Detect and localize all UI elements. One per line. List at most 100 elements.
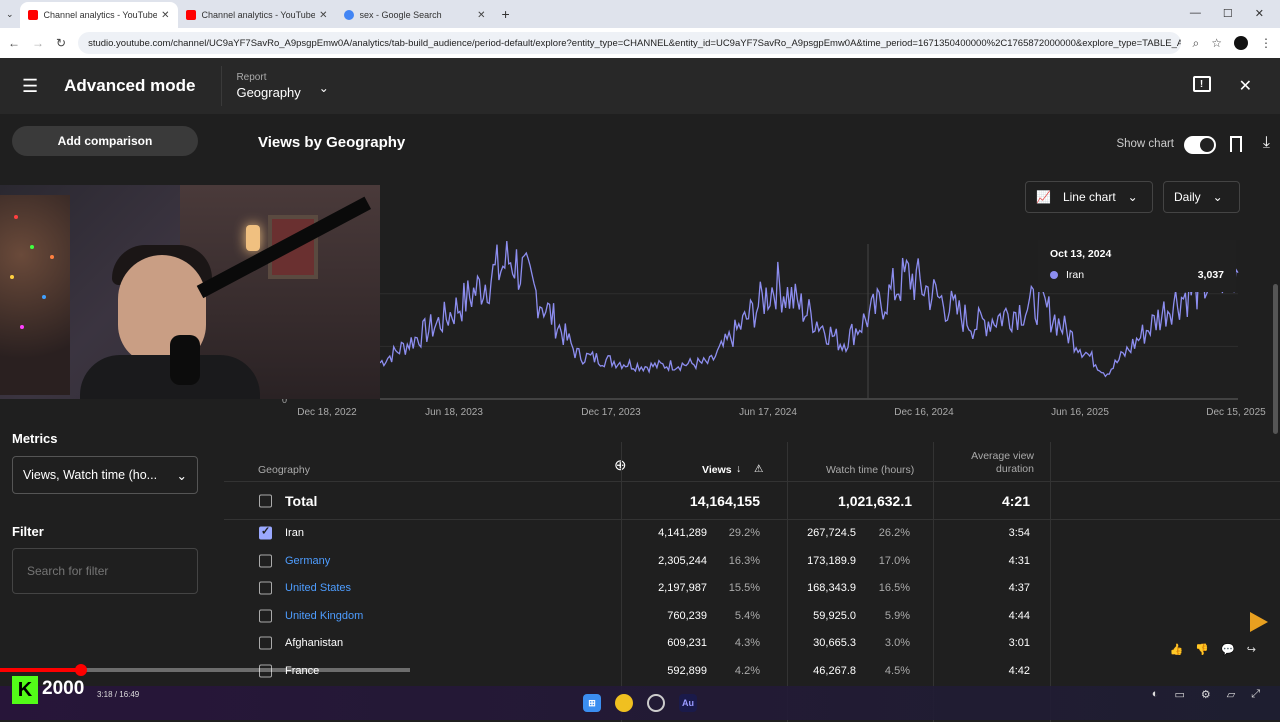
show-chart-toggle[interactable]: [1184, 136, 1216, 154]
tab-title: Channel analytics - YouTube Studio: [201, 10, 316, 20]
chevron-down-icon[interactable]: ⌄: [318, 81, 329, 95]
close-icon[interactable]: ✕: [1238, 78, 1252, 95]
download-icon[interactable]: ⤓: [1262, 134, 1270, 151]
row-views: 4,141,289: [658, 527, 707, 540]
chart-type-dropdown[interactable]: 📈 Line chart ⌄: [1025, 181, 1153, 213]
reload-icon[interactable]: ↻: [56, 36, 67, 50]
table-row: Germany 2,305,244 16.3% 173,189.9 17.0% …: [224, 548, 1280, 576]
settings-icon[interactable]: ⚙: [1200, 689, 1211, 701]
table-row: United Kingdom 760,239 5.4% 59,925.0 5.9…: [224, 603, 1280, 631]
comment-icon[interactable]: 💬: [1221, 644, 1235, 656]
chrome-icon[interactable]: [615, 694, 633, 712]
row-geography[interactable]: United States: [285, 582, 352, 595]
youtube-favicon-icon: [27, 10, 38, 20]
autoplay-toggle-icon[interactable]: ◐: [1151, 688, 1159, 700]
captions-icon[interactable]: ▭: [1174, 689, 1185, 701]
scrollbar[interactable]: [1273, 284, 1278, 434]
warning-icon[interactable]: ⚠: [754, 463, 764, 475]
windows-start-icon[interactable]: ⊞: [583, 694, 601, 712]
series-dot: [1050, 271, 1058, 279]
kick-logo: K: [12, 676, 38, 704]
bookmark-icon[interactable]: [1230, 136, 1242, 152]
sort-down-icon[interactable]: ↓: [736, 463, 742, 475]
like-icon[interactable]: 👍: [1169, 644, 1184, 656]
tooltip-value: 3,037: [1197, 269, 1224, 281]
profile-avatar[interactable]: [1234, 36, 1248, 50]
wall-lamp: [246, 225, 260, 251]
minimize-icon[interactable]: —: [1189, 7, 1201, 19]
close-tab-icon[interactable]: ✕: [319, 9, 328, 21]
x-tick-label: Jun 17, 2024: [739, 407, 797, 418]
url-field[interactable]: studio.youtube.com/channel/UC9aYF7SavRo_…: [78, 32, 1181, 54]
tab-search-icon[interactable]: ⌄: [6, 9, 14, 19]
bookmark-star-icon[interactable]: ☆: [1211, 36, 1222, 50]
table-header: Geography ⊕ Views ↓ ⚠ Watch time (hours)…: [224, 442, 1280, 482]
tree-light: [20, 325, 24, 329]
table-row: Iran 4,141,289 29.2% 267,724.5 26.2% 3:5…: [224, 520, 1280, 548]
row-watch-pct: 16.5%: [878, 582, 910, 595]
row-watch-pct: 17.0%: [878, 554, 910, 567]
row-views: 2,197,987: [658, 582, 707, 595]
feedback-icon[interactable]: !: [1192, 76, 1211, 92]
row-avg: 3:54: [1008, 527, 1030, 540]
metrics-select[interactable]: Views, Watch time (ho... ⌄: [12, 456, 198, 494]
row-checkbox[interactable]: [259, 554, 272, 568]
webcam-overlay: [0, 185, 380, 399]
series-line-iran[interactable]: [379, 241, 1239, 378]
report-selector[interactable]: Report Geography: [221, 66, 301, 106]
close-tab-icon[interactable]: ✕: [477, 9, 486, 21]
player-controls: ◐ ▭ ⚙ ▱ ⤢: [1152, 688, 1260, 701]
col-avg-duration[interactable]: Average view duration: [971, 450, 1034, 475]
total-watch: 1,021,632.1: [838, 492, 912, 509]
y-zero-label: 0: [282, 395, 287, 405]
fullscreen-icon[interactable]: ⤢: [1251, 688, 1260, 700]
row-views: 592,899: [667, 664, 707, 677]
audition-icon[interactable]: Au: [679, 694, 697, 712]
obs-icon[interactable]: [647, 694, 665, 712]
browser-menu-icon[interactable]: ⋮: [1260, 36, 1272, 50]
col-watch-time[interactable]: Watch time (hours): [826, 464, 915, 476]
main-content: Views by Geography Show chart ⤓ 📈 Line c…: [220, 114, 1280, 722]
row-checkbox[interactable]: [259, 525, 272, 540]
row-checkbox[interactable]: [259, 609, 272, 623]
row-checkbox[interactable]: [259, 664, 272, 678]
zoom-icon[interactable]: ⌕: [1192, 35, 1200, 50]
table-row: France 592,899 4.2% 46,267.8 4.5% 4:42: [224, 658, 1280, 686]
row-geography[interactable]: United Kingdom: [285, 609, 364, 622]
video-progress-bar[interactable]: [0, 664, 410, 676]
filter-search-input[interactable]: [12, 548, 198, 594]
hamburger-menu-icon[interactable]: ☰: [22, 75, 39, 96]
row-avg: 4:42: [1008, 664, 1030, 677]
add-comparison-button[interactable]: Add comparison: [12, 126, 198, 156]
url-text: studio.youtube.com/channel/UC9aYF7SavRo_…: [88, 37, 1181, 49]
close-tab-icon[interactable]: ✕: [161, 9, 170, 21]
maximize-icon[interactable]: ☐: [1222, 8, 1233, 20]
video-scrubber[interactable]: [74, 664, 87, 676]
row-watch-pct: 26.2%: [878, 527, 910, 540]
share-icon[interactable]: ↪: [1246, 644, 1256, 656]
browser-tab-2[interactable]: sex - Google Search ✕: [336, 2, 494, 28]
browser-tab-0[interactable]: Channel analytics - YouTube Studio ✕: [19, 2, 178, 28]
new-tab-icon[interactable]: +: [501, 6, 510, 22]
tab-title: sex - Google Search: [359, 10, 442, 20]
row-geography: Afghanistan: [285, 637, 344, 650]
add-column-icon[interactable]: ⊕: [614, 456, 627, 474]
row-checkbox[interactable]: [259, 581, 272, 595]
address-bar-row: ← → ↻ studio.youtube.com/channel/UC9aYF7…: [0, 28, 1280, 58]
row-checkbox[interactable]: [259, 636, 272, 650]
back-icon[interactable]: ←: [8, 36, 20, 50]
line-chart[interactable]: 0 Dec 18, 2022 Jun 18, 2023 Dec 17, 2023 Jun…: [220, 234, 1280, 424]
row-geography[interactable]: Germany: [285, 554, 331, 567]
row-watch: 168,343.9: [807, 582, 856, 595]
tooltip-date: Oct 13, 2024: [1050, 248, 1112, 260]
col-geography[interactable]: Geography: [258, 464, 310, 476]
browser-tab-1[interactable]: Channel analytics - YouTube Studio ✕: [178, 2, 336, 28]
granularity-dropdown[interactable]: Daily ⌄: [1163, 181, 1240, 213]
col-views[interactable]: Views: [702, 464, 732, 476]
forward-icon[interactable]: →: [32, 36, 44, 50]
cast-icon[interactable]: ▱: [1226, 689, 1236, 701]
dislike-icon[interactable]: 👎: [1195, 644, 1210, 656]
christmas-tree: [0, 195, 70, 395]
close-window-icon[interactable]: ✕: [1254, 8, 1264, 20]
total-checkbox[interactable]: [259, 494, 272, 507]
